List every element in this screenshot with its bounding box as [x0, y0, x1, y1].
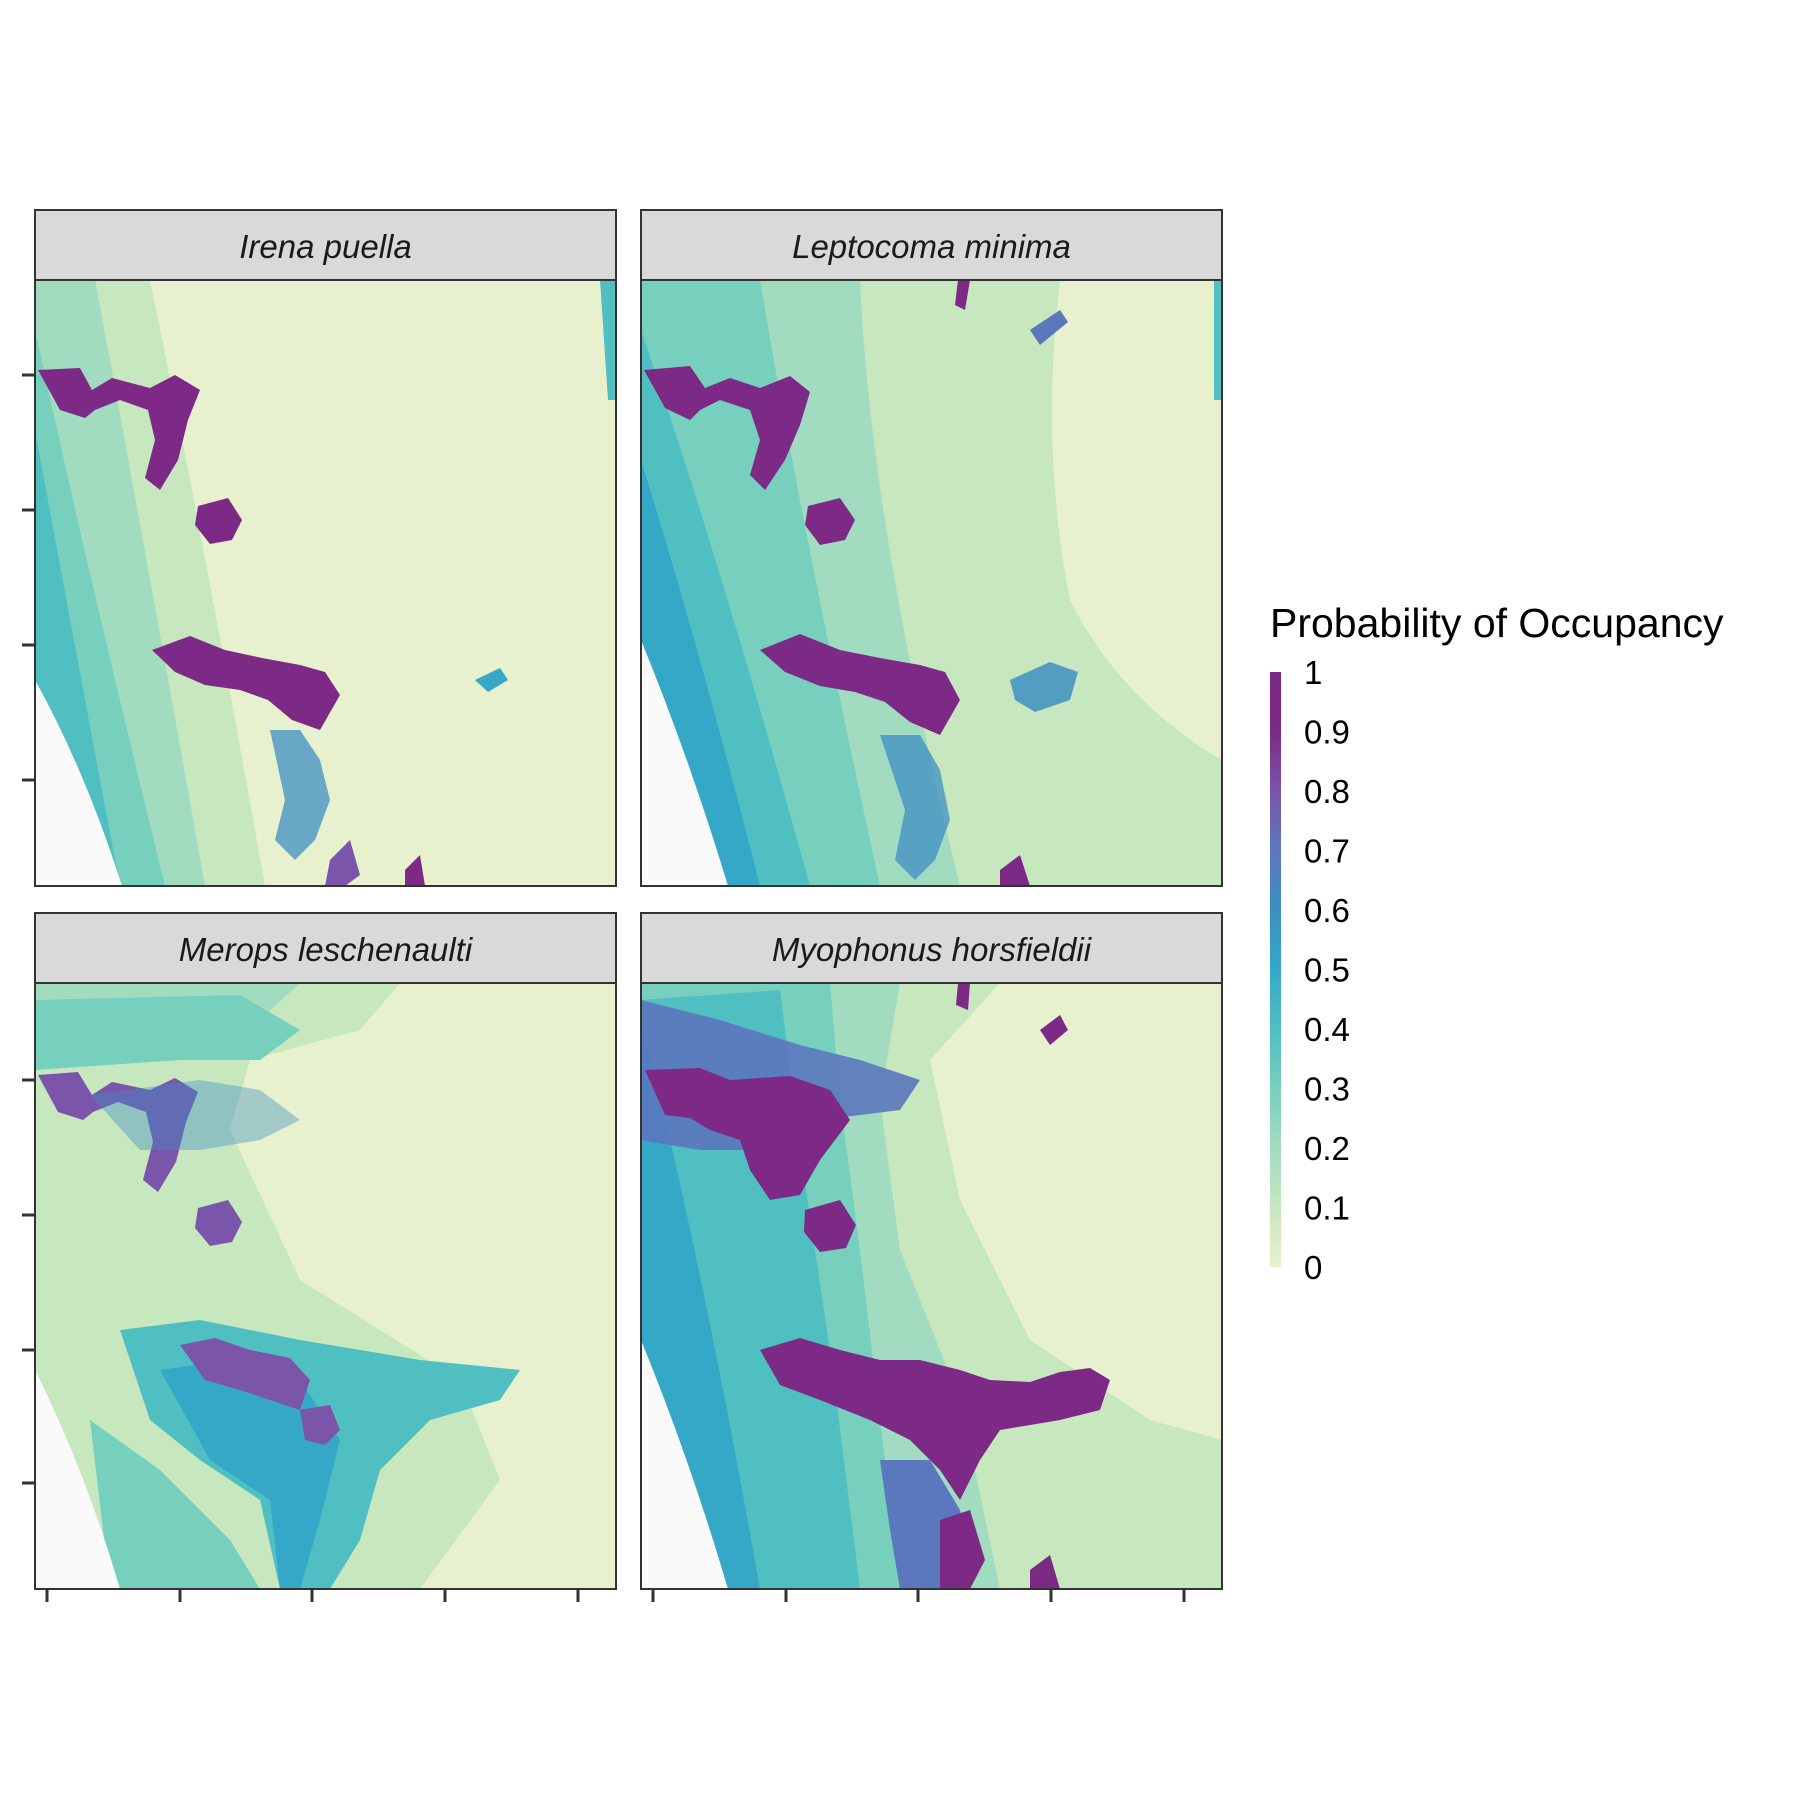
- panel-leptocoma-minima: Leptocoma minima: [640, 209, 1223, 887]
- hotspot: [805, 498, 855, 545]
- occupancy-raster: [35, 280, 616, 886]
- panel-irena-puella: Irena puella: [34, 209, 617, 887]
- hotspot: [1030, 1555, 1060, 1589]
- legend-label: 0.5: [1304, 952, 1350, 989]
- panel-border: [640, 982, 1223, 1590]
- panel-merops-leschenaulti: Merops leschenaulti: [34, 912, 617, 1590]
- x-axis-ticks: [45, 1589, 1186, 1602]
- hotspot: [38, 368, 200, 490]
- hotspot: [300, 1405, 340, 1445]
- panel-border: [640, 279, 1223, 887]
- hotspot: [1214, 280, 1222, 400]
- hotspot: [804, 1200, 856, 1252]
- panel-title: Myophonus horsfieldii: [772, 931, 1093, 968]
- legend-title: Probability of Occupancy: [1270, 600, 1724, 646]
- panel-title: Merops leschenaulti: [179, 931, 474, 968]
- occupancy-raster: [641, 280, 1222, 886]
- hotspot: [270, 730, 330, 860]
- hotspot: [645, 1068, 850, 1200]
- panel-strip: [640, 209, 1223, 281]
- legend-label: 1: [1304, 654, 1322, 691]
- legend-label: 0: [1304, 1249, 1322, 1286]
- hotspot: [600, 280, 616, 400]
- hotspot: [38, 1072, 198, 1192]
- no-data-coast: [641, 1340, 728, 1589]
- hotspot: [195, 1200, 242, 1246]
- hotspot: [1000, 855, 1030, 886]
- hotspot: [1040, 1015, 1068, 1045]
- hotspot: [880, 735, 950, 880]
- panel-myophonus-horsfieldii: Myophonus horsfieldii: [640, 912, 1223, 1590]
- occupancy-raster: [641, 983, 1222, 1589]
- no-data-coast: [641, 640, 728, 886]
- panel-strip: [640, 912, 1223, 984]
- panel-strip: [34, 912, 617, 984]
- legend-labels: 1 0.9 0.8 0.7 0.6 0.5 0.4 0.3 0.2 0.1 0: [1304, 654, 1350, 1286]
- hotspot: [180, 1338, 310, 1410]
- panel-border: [34, 279, 617, 887]
- hotspot: [475, 668, 508, 692]
- legend-label: 0.4: [1304, 1011, 1350, 1048]
- hotspot: [325, 840, 360, 886]
- legend-colorbar: [1270, 672, 1281, 1267]
- y-axis-ticks-top: [22, 373, 35, 782]
- no-data-coast: [35, 1370, 120, 1589]
- hotspot: [195, 498, 242, 544]
- legend: Probability of Occupancy 1 0.9 0.8 0.7 0.6 0.…: [1270, 600, 1724, 1286]
- hotspot: [760, 1338, 1110, 1500]
- hotspot: [1010, 662, 1078, 712]
- hotspot: [956, 983, 970, 1010]
- hotspot: [760, 634, 960, 735]
- legend-label: 0.2: [1304, 1130, 1350, 1167]
- occupancy-raster: [35, 983, 616, 1589]
- hotspot: [90, 1080, 300, 1150]
- y-axis-ticks-bottom: [22, 1078, 35, 1485]
- hotspot: [955, 280, 970, 310]
- band-0.3b: [90, 1420, 260, 1589]
- legend-label: 0.8: [1304, 773, 1350, 810]
- hotspot: [1030, 310, 1068, 345]
- band-0.3: [35, 995, 300, 1070]
- hotspot: [644, 366, 810, 490]
- legend-label: 0.9: [1304, 714, 1350, 751]
- no-data-coast: [35, 680, 122, 886]
- hotspot: [940, 1510, 985, 1589]
- panel-strip: [34, 209, 617, 281]
- panel-border: [34, 982, 617, 1590]
- hotspot: [405, 855, 425, 886]
- legend-label: 0.7: [1304, 833, 1350, 870]
- legend-label: 0.3: [1304, 1071, 1350, 1108]
- panel-title: Leptocoma minima: [792, 228, 1071, 265]
- legend-label: 0.6: [1304, 892, 1350, 929]
- panel-title: Irena puella: [239, 228, 411, 265]
- band-0.5: [160, 1360, 340, 1589]
- legend-label: 0.1: [1304, 1190, 1350, 1227]
- hotspot: [152, 636, 340, 730]
